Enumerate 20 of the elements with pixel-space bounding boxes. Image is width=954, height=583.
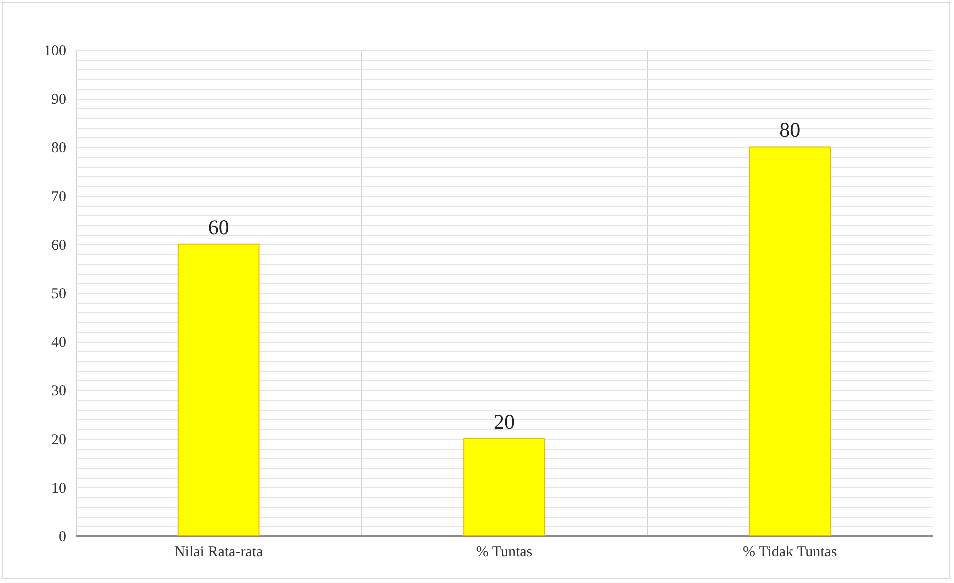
x-tick-label: % Tidak Tuntas	[743, 544, 838, 560]
y-tick-label: 20	[52, 432, 66, 448]
y-tick-label: 40	[52, 335, 66, 352]
y-tick-label: 60	[52, 238, 66, 254]
data-label: 80	[780, 118, 801, 142]
y-tick-label: 0	[59, 530, 66, 546]
y-tick-label: 30	[52, 384, 66, 400]
x-tick-label: Nilai Rata-rata	[174, 544, 264, 560]
bar	[749, 146, 832, 536]
data-label: 60	[208, 215, 230, 240]
data-label: 20	[494, 410, 515, 434]
y-tick-label: 100	[44, 44, 66, 60]
x-tick-label: % Tuntas	[476, 544, 533, 560]
y-tick-label: 10	[52, 480, 66, 497]
bar	[464, 438, 546, 536]
bar	[178, 244, 260, 536]
y-tick-label: 90	[52, 92, 66, 108]
y-tick-label: 80	[52, 140, 66, 157]
y-tick-label: 50	[52, 286, 66, 302]
y-tick-label: 70	[52, 189, 66, 206]
